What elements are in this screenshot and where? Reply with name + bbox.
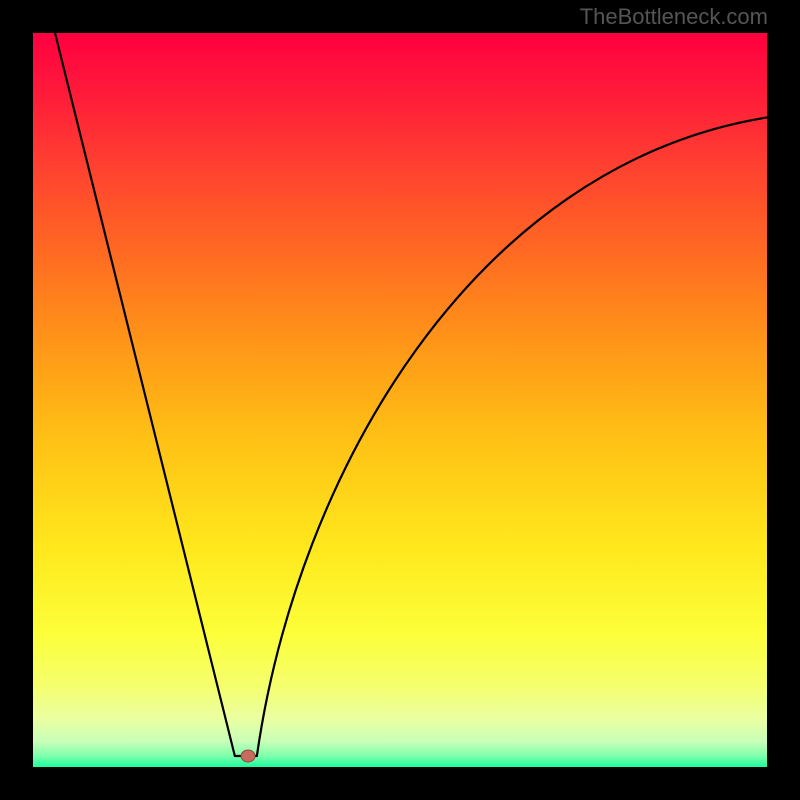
plot-area	[33, 33, 767, 767]
chart-container: TheBottleneck.com	[0, 0, 800, 800]
gradient-background	[33, 33, 767, 767]
watermark-text: TheBottleneck.com	[580, 4, 768, 30]
